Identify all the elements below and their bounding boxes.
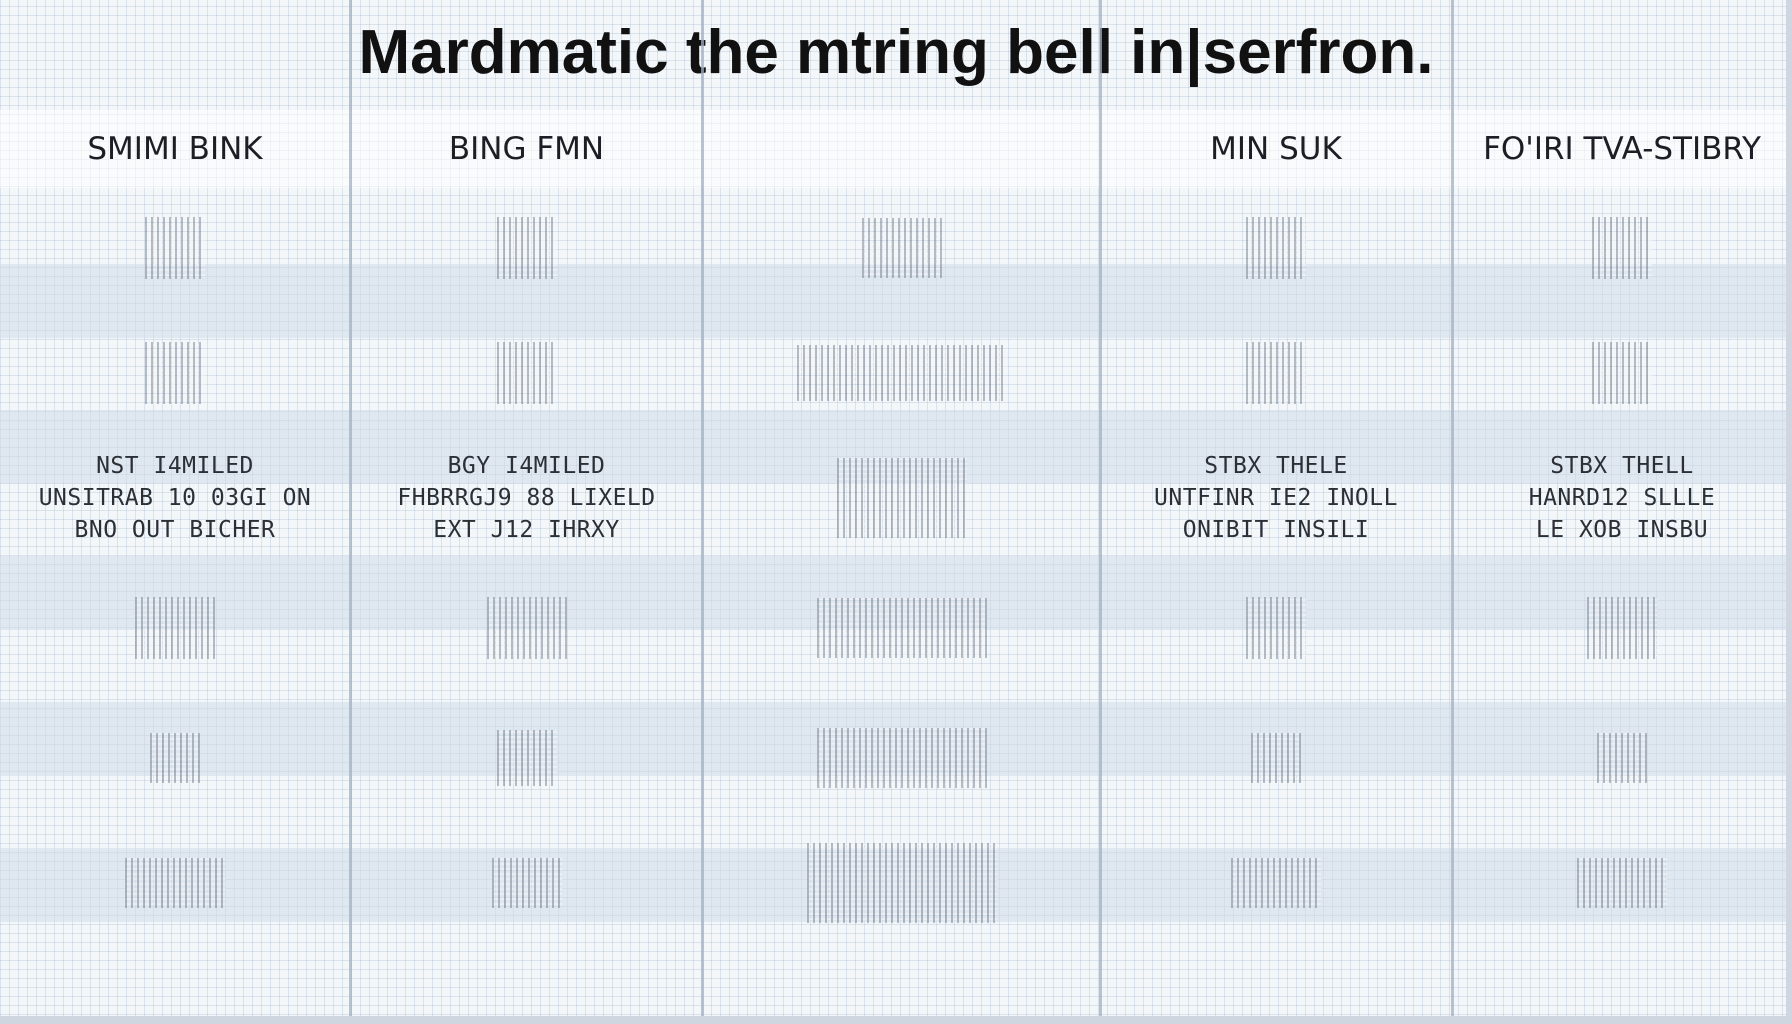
- table-cell: [703, 818, 1100, 948]
- column-divider: [701, 0, 704, 1016]
- blurred-glyph: [491, 858, 562, 908]
- table-cell: [0, 558, 350, 698]
- blurred-glyph: [1587, 597, 1657, 659]
- blurred-glyph: [145, 217, 205, 279]
- table-cell: [1452, 558, 1792, 698]
- table-cell: [0, 818, 350, 948]
- table-header: SMIMI BINK BING FMN MIN SUK FO'IRI TVA-S…: [0, 110, 1792, 188]
- cell-line: UNSITRAB 10 03GI ON: [38, 485, 312, 511]
- cell-line: FHBRRGJ9 88 LIXELD: [397, 485, 656, 511]
- cell-line: EXT J12 IHRXY: [433, 517, 620, 543]
- bottom-border: [0, 1016, 1792, 1024]
- cell-text: STBX THELL HANRD12 SLLLE LE XOB INSBU: [1529, 450, 1716, 546]
- blurred-glyph: [796, 345, 1007, 401]
- blurred-glyph: [806, 843, 997, 923]
- column-header: MIN SUK: [1210, 131, 1342, 167]
- column-header: [703, 110, 1100, 188]
- table-cell: [350, 818, 703, 948]
- blurred-glyph: [1231, 858, 1321, 908]
- table-cell: [350, 188, 703, 308]
- table-cell: [0, 698, 350, 818]
- page-title: Mardmatic the mtring bell in|serfron.: [358, 18, 1434, 87]
- blurred-glyph: [1592, 217, 1652, 279]
- cell-line: NST I4MILED: [96, 453, 254, 479]
- cell-line: STBX THELE: [1204, 453, 1348, 479]
- table-cell: [350, 308, 703, 438]
- table-cell: [1100, 698, 1452, 818]
- blurred-glyph: [135, 597, 215, 659]
- column-header: FO'IRI TVA-STIBRY: [1483, 131, 1761, 167]
- table-cell: [1100, 188, 1452, 308]
- table-cell: [703, 558, 1100, 698]
- table-cell: [1452, 188, 1792, 308]
- cell-line: STBX THELL: [1550, 453, 1694, 479]
- table-cell: [703, 438, 1100, 558]
- table-cell: [1100, 558, 1452, 698]
- table-cell: [0, 188, 350, 308]
- cell-line: ONIBIT INSILI: [1182, 517, 1370, 543]
- table-cell: BGY I4MILED FHBRRGJ9 88 LIXELD EXT J12 I…: [350, 438, 703, 558]
- blurred-glyph: [496, 217, 557, 279]
- blurred-glyph: [1592, 342, 1652, 404]
- table-cell: [703, 188, 1100, 308]
- cell-text: STBX THELE UNTFINR IE2 INOLL ONIBIT INSI…: [1154, 450, 1398, 546]
- column-header: SMIMI BINK: [87, 131, 263, 167]
- table-cell: [703, 308, 1100, 438]
- blurred-glyph: [496, 342, 557, 404]
- blurred-glyph: [1246, 597, 1306, 659]
- table-body: NST I4MILED UNSITRAB 10 03GI ON BNO OUT …: [0, 188, 1792, 1016]
- column-divider: [349, 0, 352, 1016]
- table-cell: [1100, 308, 1452, 438]
- blurred-glyph: [1251, 733, 1301, 783]
- table-cell: [1452, 818, 1792, 948]
- cell-text: BGY I4MILED FHBRRGJ9 88 LIXELD EXT J12 I…: [397, 450, 655, 546]
- blurred-glyph: [145, 342, 205, 404]
- table-cell: [1452, 308, 1792, 438]
- table-cell: [350, 558, 703, 698]
- cell-line: UNTFINR IE2 INOLL: [1154, 485, 1398, 511]
- column-divider: [1451, 0, 1454, 1016]
- table-cell: [350, 698, 703, 818]
- table-cell: STBX THELL HANRD12 SLLLE LE XOB INSBU: [1452, 438, 1792, 558]
- blurred-glyph: [1246, 342, 1306, 404]
- blurred-glyph: [496, 730, 557, 786]
- blurred-glyph: [125, 858, 225, 908]
- cell-line: BGY I4MILED: [447, 453, 606, 479]
- cell-text: NST I4MILED UNSITRAB 10 03GI ON BNO OUT …: [39, 450, 312, 546]
- table-cell: STBX THELE UNTFINR IE2 INOLL ONIBIT INSI…: [1100, 438, 1452, 558]
- right-border: [1786, 0, 1792, 1024]
- blurred-glyph: [836, 458, 967, 538]
- table-cell: [0, 308, 350, 438]
- cell-line: LE XOB INSBU: [1535, 517, 1709, 543]
- blurred-glyph: [816, 728, 987, 788]
- table-cell: [1100, 818, 1452, 948]
- column-divider: [1099, 0, 1102, 1016]
- blurred-glyph: [486, 597, 567, 659]
- column-header: BING FMN: [448, 131, 605, 167]
- blurred-glyph: [1597, 733, 1647, 783]
- table-cell: NST I4MILED UNSITRAB 10 03GI ON BNO OUT …: [0, 438, 350, 558]
- blurred-glyph: [150, 733, 200, 783]
- table-cell: [1452, 698, 1792, 818]
- cell-line: BNO OUT BICHER: [74, 517, 276, 543]
- blurred-glyph: [816, 598, 987, 658]
- blurred-glyph: [1577, 858, 1667, 908]
- blurred-glyph: [861, 218, 942, 278]
- cell-line: HANRD12 SLLLE: [1528, 485, 1716, 511]
- table-cell: [703, 698, 1100, 818]
- blurred-glyph: [1246, 217, 1306, 279]
